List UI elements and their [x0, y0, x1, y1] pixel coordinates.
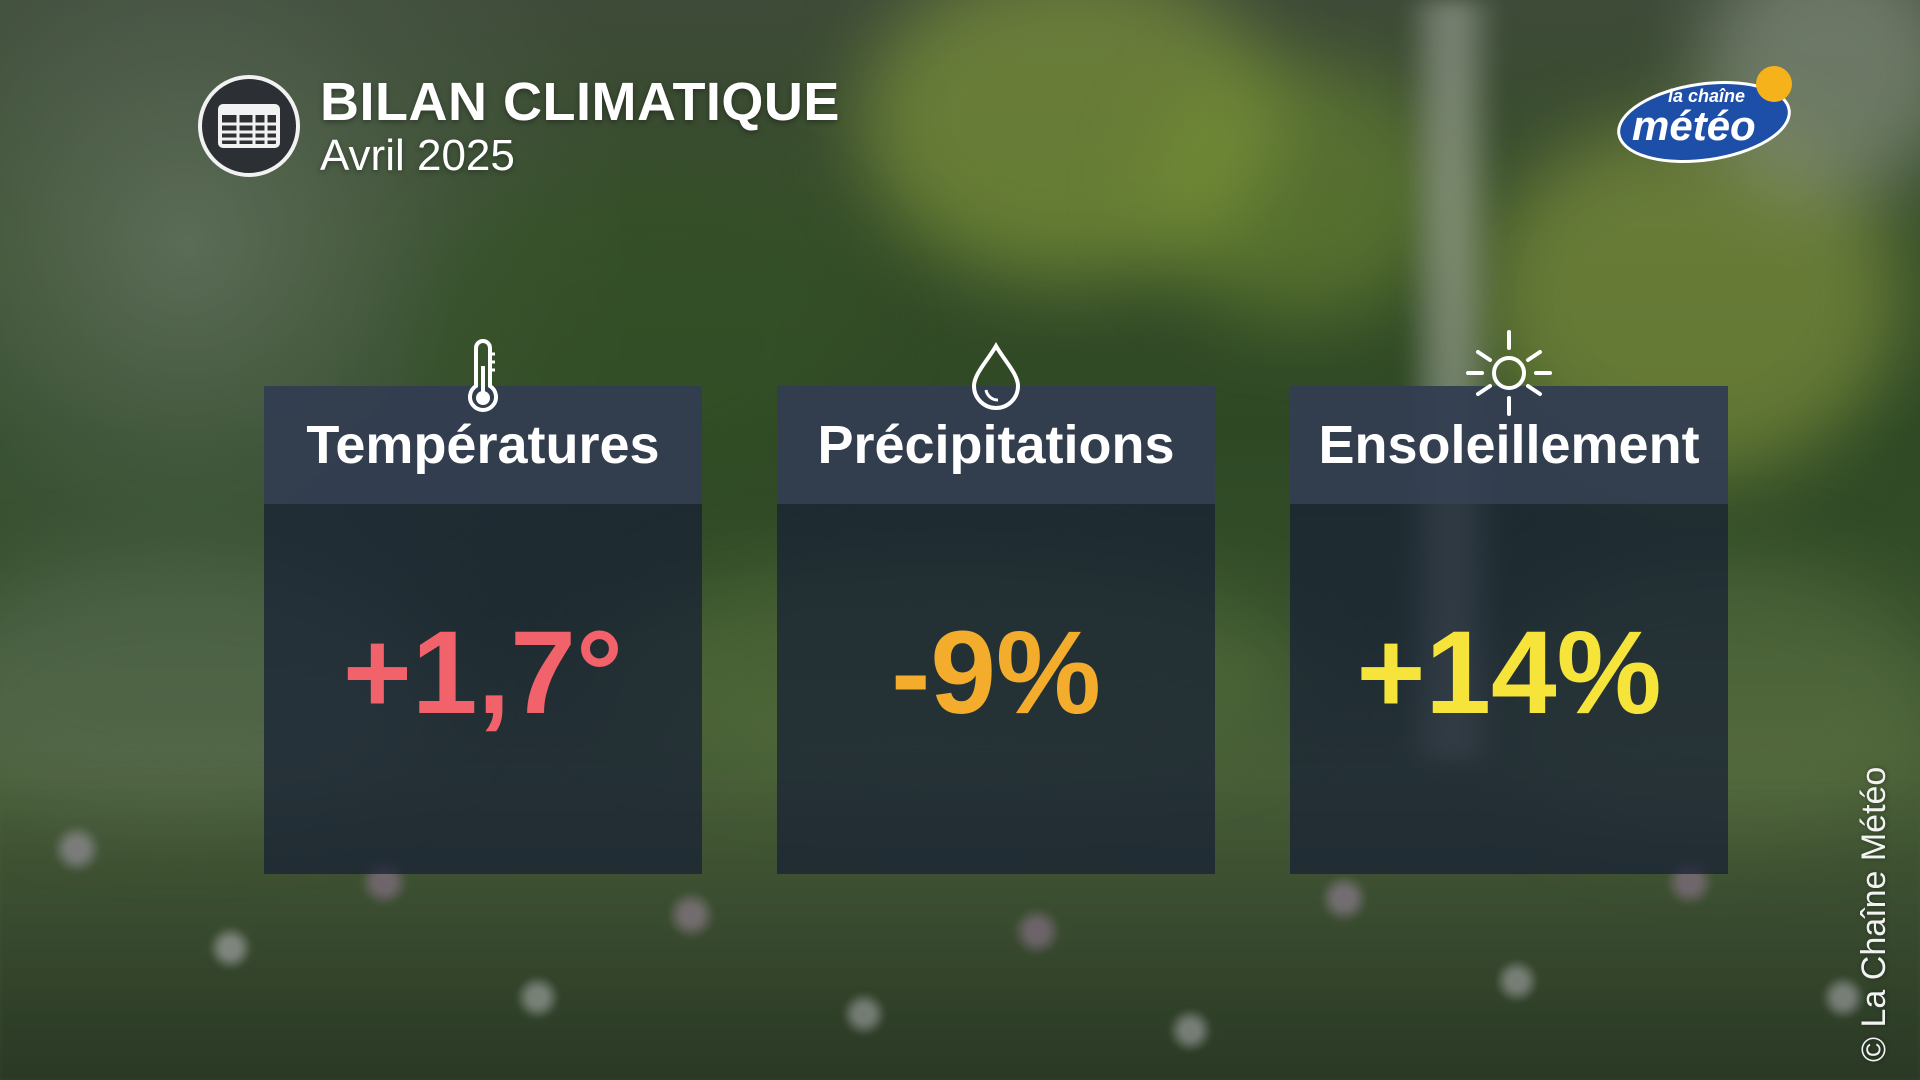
thermometer-icon: [461, 338, 505, 422]
precipitation-label: Précipitations: [817, 415, 1175, 475]
sunshine-card: Ensoleillement +14%: [1290, 330, 1728, 874]
header: BILAN CLIMATIQUE Avril 2025: [198, 72, 840, 180]
precipitation-card: Précipitations -9%: [777, 341, 1215, 874]
precipitation-value: -9%: [891, 607, 1101, 739]
temperature-card: Températures +1,7°: [264, 339, 702, 874]
copyright-credit: © La Chaîne Météo: [1855, 766, 1893, 1062]
calendar-table-icon: [198, 75, 300, 177]
page-title: BILAN CLIMATIQUE: [320, 72, 840, 132]
la-chaine-meteo-logo: la chaîne météo: [1616, 64, 1796, 164]
temperature-value: +1,7°: [342, 607, 624, 739]
page-subtitle: Avril 2025: [320, 131, 515, 180]
water-drop-icon: [968, 341, 1024, 414]
sunshine-label: Ensoleillement: [1318, 415, 1700, 475]
sun-icon: [1464, 328, 1554, 422]
svg-text:la chaîne: la chaîne: [1668, 86, 1745, 106]
temperature-label: Températures: [306, 415, 660, 475]
sunshine-value: +14%: [1356, 607, 1662, 739]
svg-text:météo: météo: [1632, 102, 1756, 149]
